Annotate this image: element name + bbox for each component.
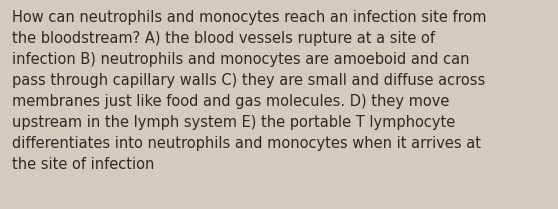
- Text: How can neutrophils and monocytes reach an infection site from
the bloodstream? : How can neutrophils and monocytes reach …: [12, 10, 487, 172]
